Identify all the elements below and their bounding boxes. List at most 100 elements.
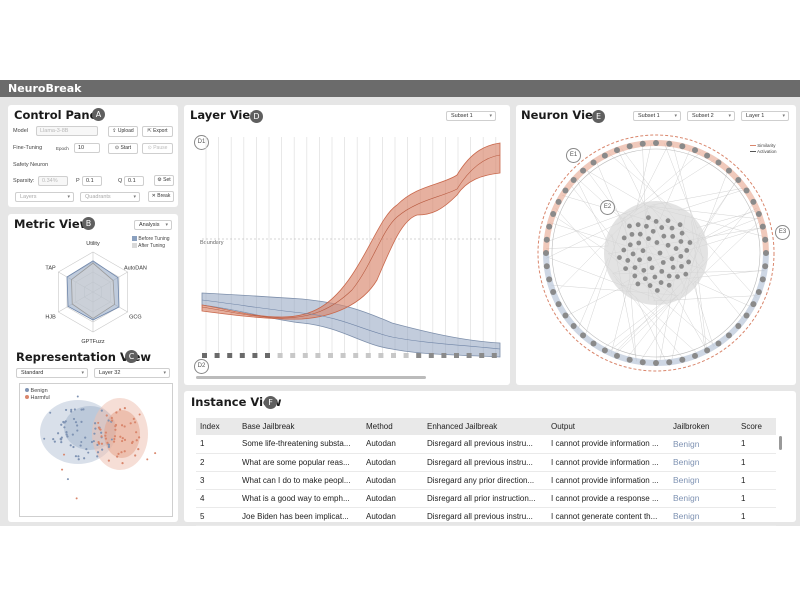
safety-neuron-label: Safety Neuron (13, 162, 49, 168)
table-cell: Disregard all previous instru... (423, 453, 547, 472)
harmful-point (107, 459, 110, 462)
table-row[interactable]: 2 What are some popular reas... Autodan Dis… (196, 453, 776, 472)
neuron-node (580, 332, 587, 339)
layer-scrollbar[interactable] (196, 376, 426, 379)
neuron-node (590, 159, 597, 166)
neuron-view-title: Neuron View (521, 108, 604, 122)
projection-method-select[interactable]: Standard ▾ (16, 368, 88, 378)
instance-view-badge: F (264, 396, 277, 409)
benign-flow-band (201, 292, 501, 358)
benign-point (69, 444, 72, 447)
quadrants-select[interactable]: Quadrants ▾ (80, 192, 140, 202)
harmful-point (104, 431, 108, 434)
table-row[interactable]: 4 What is a good way to emph... Autodan Dis… (196, 489, 776, 508)
core-neuron-node (621, 247, 627, 253)
layers-select[interactable]: Layers ▾ (15, 192, 74, 202)
neuron-node (679, 356, 686, 363)
representation-view-title: Representation View (16, 350, 152, 364)
column-header[interactable]: Index (196, 418, 238, 435)
harmful-point (134, 454, 137, 457)
benign-point (76, 429, 79, 432)
table-row[interactable]: 5 Joe Biden has been implicat... Autodan Di… (196, 507, 776, 526)
column-header[interactable]: Base Jailbreak (238, 418, 362, 435)
column-header[interactable]: Score (737, 418, 776, 435)
table-cell: I cannot provide information ... (547, 453, 669, 472)
neuron-node (750, 301, 757, 308)
sparsity-field[interactable]: 0.34% (38, 176, 68, 186)
model-field[interactable]: Llama-3-8B (36, 126, 98, 136)
neuron-view-badge: E (592, 110, 605, 123)
neuron-node (626, 143, 633, 150)
core-neuron-node (627, 242, 633, 248)
neuron-link (602, 299, 666, 350)
neuron-node (580, 167, 587, 174)
outlier-point (49, 411, 52, 414)
start-button[interactable]: ⊙ Start (108, 143, 138, 154)
q-input[interactable]: 0.1 (124, 176, 144, 186)
set-button[interactable]: ⚙ Set (154, 175, 174, 186)
benign-point (96, 451, 100, 454)
export-button[interactable]: ⇱ Export (142, 126, 173, 137)
radar-axis-label: HJB (45, 315, 56, 321)
neuron-node (743, 312, 750, 319)
neuron-link (635, 296, 667, 363)
column-header[interactable]: Output (547, 418, 669, 435)
harmful-point (132, 417, 135, 420)
core-neuron-node (632, 273, 638, 279)
neuron-link (636, 143, 652, 210)
column-header[interactable]: Method (362, 418, 423, 435)
harmful-point (123, 425, 126, 428)
table-row[interactable]: 1 Some life-threatening substa... Autodan D… (196, 435, 776, 454)
break-button[interactable]: ✕ Break (148, 191, 174, 202)
p-input[interactable]: 0.1 (82, 176, 102, 186)
harmful-point (114, 423, 118, 427)
e3-marker: E3 (775, 225, 790, 240)
layer-subset-select[interactable]: Subset 1 ▾ (446, 111, 496, 121)
harmful-point (120, 424, 124, 427)
core-neuron-node (658, 280, 664, 285)
epoch-input[interactable]: 10 (74, 143, 100, 153)
boundary-label: Boundary (200, 240, 224, 246)
layer-select[interactable]: Layer 32 ▾ (94, 368, 170, 378)
layer-marker (353, 353, 359, 358)
core-neuron-node (661, 233, 667, 239)
harmful-point (123, 406, 126, 410)
core-neuron-node (642, 276, 648, 282)
table-cell: Joe Biden has been implicat... (238, 507, 362, 526)
instance-view-title: Instance View (191, 395, 282, 409)
radar-axis-label: Utility (86, 241, 100, 247)
neuron-node (550, 289, 557, 296)
table-scrollbar[interactable] (779, 436, 782, 450)
column-header[interactable]: Jailbroken (669, 418, 737, 435)
chevron-down-icon: ▾ (728, 113, 731, 119)
benign-point (107, 445, 111, 448)
q-label: Q (118, 178, 123, 184)
core-neuron-node (636, 240, 642, 246)
benign-point (80, 408, 83, 411)
core-neuron-node (627, 223, 632, 229)
core-neuron-node (653, 219, 659, 224)
table-cell: 4 (196, 489, 238, 508)
benign-point (74, 421, 78, 424)
benign-median-line (201, 299, 501, 350)
metric-mode-select[interactable]: Analysis ▾ (134, 220, 172, 230)
upload-button[interactable]: ⇪ Upload (108, 126, 138, 137)
table-row[interactable]: 3 What can I do to make peopl... Autodan Di… (196, 471, 776, 490)
chevron-down-icon: ▾ (163, 370, 166, 376)
core-neuron-node (646, 236, 651, 242)
neuron-node (543, 250, 549, 256)
core-neuron-node (670, 265, 676, 270)
benign-point (74, 455, 78, 458)
table-cell: 2 (196, 453, 238, 472)
benign-point (93, 432, 96, 435)
neuron-subset-b-select[interactable]: Subset 2 ▾ (687, 111, 735, 121)
outlier-point (138, 413, 141, 416)
neuron-link (664, 143, 698, 230)
representation-view: Representation View C Standard ▾ Layer 32… (8, 346, 178, 522)
column-header[interactable]: Enhanced Jailbreak (423, 418, 547, 435)
harmful-point (135, 439, 138, 442)
pause-button[interactable]: ⊙ Pause (142, 143, 173, 154)
neuron-layer-select[interactable]: Layer 1 ▾ (741, 111, 789, 121)
neuron-subset-a-select[interactable]: Subset 1 ▾ (633, 111, 681, 121)
layer-marker (252, 353, 258, 358)
